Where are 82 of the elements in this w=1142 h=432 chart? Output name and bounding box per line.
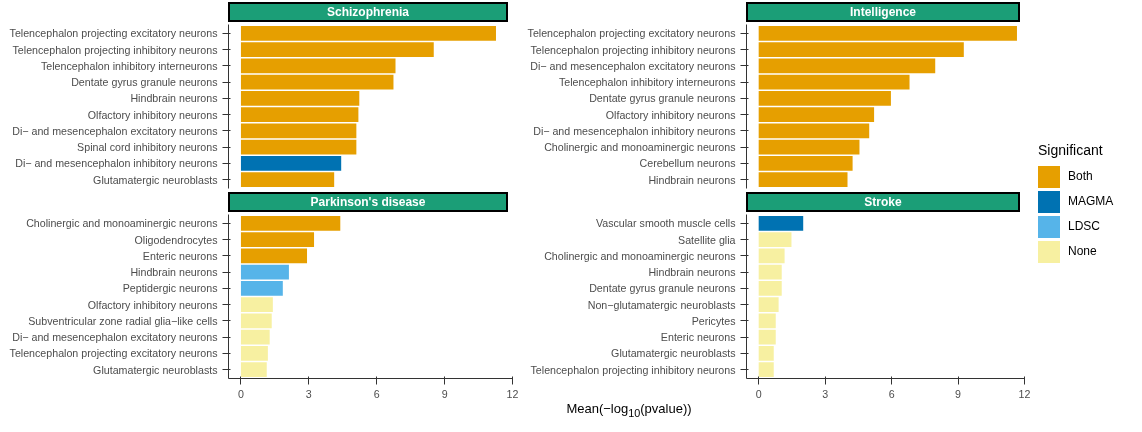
x-tick-label: 9 bbox=[441, 387, 448, 400]
y-tick-label: Dentate gyrus granule neurons bbox=[71, 76, 218, 89]
y-tick-label: Oligodendrocytes bbox=[134, 233, 218, 246]
legend-label: Both bbox=[1068, 168, 1093, 186]
y-tick-label: Dentate gyrus granule neurons bbox=[589, 282, 736, 295]
y-tick-label: Di− and mesencephalon excitatory neurons bbox=[12, 124, 218, 137]
bar bbox=[240, 123, 357, 139]
legend-title: Significant bbox=[1038, 141, 1104, 160]
bar bbox=[240, 297, 273, 312]
bar bbox=[758, 264, 782, 280]
bar bbox=[758, 329, 776, 345]
y-tick-label: Enteric neurons bbox=[660, 331, 736, 344]
x-tick-label: 0 bbox=[237, 387, 244, 400]
y-tick-label: Enteric neurons bbox=[142, 249, 218, 262]
x-tick-label: 0 bbox=[755, 387, 762, 400]
y-tick-label: Di− and mesencephalon excitatory neurons bbox=[12, 331, 218, 344]
bar bbox=[758, 216, 804, 231]
bar bbox=[758, 123, 870, 139]
bar bbox=[240, 264, 289, 280]
x-axis-title: Mean(−log$_{10}$(pvalue)) bbox=[566, 400, 692, 421]
y-tick-label: Hindbrain neurons bbox=[648, 266, 736, 279]
y-tick-label: Di− and mesencephalon inhibitory neurons bbox=[15, 157, 218, 170]
bar bbox=[758, 313, 776, 329]
bar bbox=[758, 74, 910, 90]
x-tick-label: 9 bbox=[955, 387, 962, 400]
bar bbox=[240, 313, 272, 329]
x-tick-label: 6 bbox=[888, 387, 895, 400]
bar bbox=[240, 329, 270, 345]
y-tick-label: Olfactory inhibitory neurons bbox=[87, 108, 218, 121]
y-tick-label: Di− and mesencephalon excitatory neurons bbox=[530, 59, 736, 72]
y-tick-label: Telencephalon projecting excitatory neurons bbox=[527, 27, 736, 40]
x-tick-label: 6 bbox=[373, 387, 380, 400]
chart-title: Parkinson's disease bbox=[228, 192, 508, 212]
y-tick-label: Telencephalon projecting inhibitory neurons bbox=[530, 43, 736, 56]
y-tick-label: Cholinergic and monoaminergic neurons bbox=[26, 217, 218, 230]
y-tick-label: Non−glutamatergic neuroblasts bbox=[587, 298, 736, 311]
y-tick-label: Telencephalon inhibitory interneurons bbox=[40, 59, 218, 72]
y-tick-label: Dentate gyrus granule neurons bbox=[589, 92, 736, 105]
x-tick-label: 3 bbox=[822, 387, 829, 400]
x-tick-label: 12 bbox=[506, 387, 519, 400]
y-tick-label: Telencephalon projecting excitatory neurons bbox=[9, 347, 218, 360]
bar bbox=[758, 139, 860, 155]
y-tick-label: Subventricular zone radial glia−like cells bbox=[28, 314, 218, 327]
y-tick-label: Telencephalon projecting excitatory neurons bbox=[9, 27, 218, 40]
bar bbox=[240, 172, 335, 187]
y-tick-label: Olfactory inhibitory neurons bbox=[605, 108, 736, 121]
y-tick-label: Telencephalon projecting inhibitory neurons bbox=[530, 363, 736, 376]
y-tick-label: Telencephalon projecting inhibitory neurons bbox=[12, 43, 218, 56]
y-tick-label: Hindbrain neurons bbox=[648, 173, 736, 186]
bar bbox=[240, 248, 308, 264]
y-tick-label: Satellite glia bbox=[678, 233, 736, 246]
bar bbox=[758, 58, 936, 74]
bar bbox=[758, 248, 785, 264]
y-tick-label: Olfactory inhibitory neurons bbox=[87, 298, 218, 311]
y-tick-label: Spinal cord inhibitory neurons bbox=[77, 141, 218, 154]
y-tick-label: Cholinergic and monoaminergic neurons bbox=[544, 249, 736, 262]
legend-label: None bbox=[1068, 243, 1097, 261]
x-tick-label: 3 bbox=[305, 387, 312, 400]
chart-title: Stroke bbox=[746, 192, 1020, 212]
legend-label: MAGMA bbox=[1068, 193, 1114, 211]
y-tick-label: Glutamatergic neuroblasts bbox=[93, 363, 218, 376]
y-tick-label: Glutamatergic neuroblasts bbox=[611, 347, 736, 360]
bar bbox=[240, 281, 283, 296]
y-tick-label: Peptidergic neurons bbox=[122, 282, 218, 295]
bar bbox=[240, 74, 394, 90]
y-tick-label: Di− and mesencephalon inhibitory neurons bbox=[533, 124, 736, 137]
y-tick-label: Telencephalon inhibitory interneurons bbox=[558, 76, 736, 89]
x-tick-label: 12 bbox=[1018, 387, 1031, 400]
y-tick-label: Glutamatergic neuroblasts bbox=[93, 173, 218, 186]
y-tick-label: Hindbrain neurons bbox=[130, 92, 218, 105]
bar bbox=[758, 232, 792, 247]
y-tick-label: Hindbrain neurons bbox=[130, 266, 218, 279]
legend-label: LDSC bbox=[1068, 218, 1101, 236]
bar bbox=[240, 58, 396, 74]
y-tick-label: Cholinergic and monoaminergic neurons bbox=[544, 141, 736, 154]
chart-title: Schizophrenia bbox=[228, 2, 508, 22]
y-tick-label: Cerebellum neurons bbox=[639, 157, 736, 170]
bar bbox=[240, 156, 342, 171]
y-tick-label: Pericytes bbox=[691, 314, 736, 327]
bar bbox=[240, 139, 357, 155]
y-tick-label: Vascular smooth muscle cells bbox=[595, 217, 736, 230]
chart-title: Intelligence bbox=[746, 2, 1020, 22]
